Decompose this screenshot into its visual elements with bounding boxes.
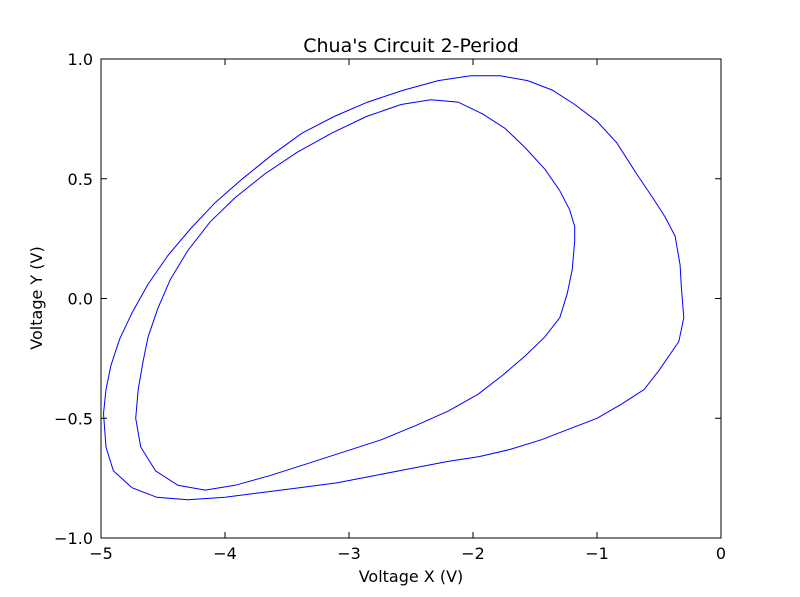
chart-title: Chua's Circuit 2-Period <box>303 35 519 57</box>
ticks-layer: −5 −4 −3 −2 −1 0 −1.0 −0.5 0.0 0.5 1.0 <box>54 50 726 563</box>
y-tick-label: 0.5 <box>68 170 93 189</box>
x-tick-label: −1 <box>585 544 609 563</box>
x-tick-label: −2 <box>461 544 485 563</box>
y-tick-label: 1.0 <box>68 50 93 69</box>
y-tick-label: −0.5 <box>54 409 93 428</box>
x-tick-label: −3 <box>337 544 361 563</box>
x-axis-label: Voltage X (V) <box>359 567 464 586</box>
data-layer <box>102 75 685 501</box>
x-tick-label: 0 <box>716 544 726 563</box>
series-line-inner-loop <box>135 99 576 491</box>
y-tick-label: 0.0 <box>68 290 93 309</box>
plot-frame <box>100 58 722 539</box>
series-line-outer-loop <box>102 75 685 501</box>
y-tick-label: −1.0 <box>54 529 93 548</box>
x-tick-label: −5 <box>89 544 113 563</box>
y-axis-label: Voltage Y (V) <box>27 246 46 349</box>
x-tick-label: −4 <box>213 544 237 563</box>
